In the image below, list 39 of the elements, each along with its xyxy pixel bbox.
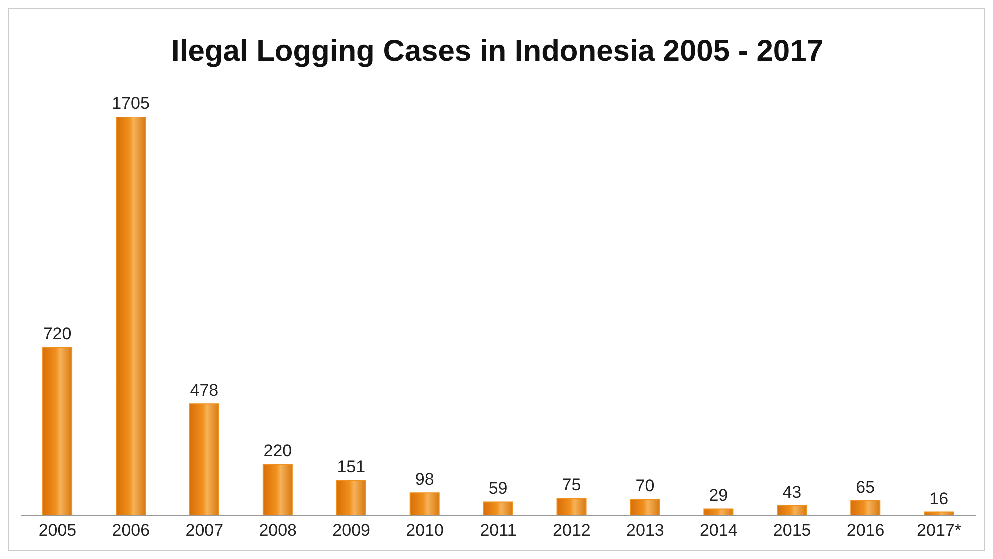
bar [42,347,73,516]
x-tick-label: 2016 [846,521,885,540]
x-tick-label: 2005 [38,521,77,540]
bar [556,498,587,516]
bar [850,500,881,516]
chart-title: Ilegal Logging Cases in Indonesia 2005 - 2017 [170,35,824,69]
data-label: 70 [636,476,655,496]
data-label: 151 [337,458,366,477]
bar [262,464,293,516]
data-label: 65 [856,478,876,497]
bar [116,117,146,516]
data-label: 1705 [112,94,150,113]
x-tick-label: 2011 [480,521,517,540]
data-label: 16 [930,489,949,508]
bar [483,502,514,516]
x-tick-label: 2015 [773,521,812,540]
x-tick-label: 2012 [553,521,591,540]
data-label: 75 [562,475,582,494]
bar [630,499,660,516]
data-label: 59 [488,479,508,498]
x-tick-label: 2017* [917,521,962,540]
x-tick-label: 2013 [626,521,664,540]
x-tick-label: 2008 [259,521,298,540]
bar [704,508,734,516]
x-tick-label: 2006 [112,521,150,540]
bar [410,492,440,516]
bar [777,505,808,516]
x-tick-label: 2009 [332,521,370,540]
x-tick-label: 2014 [700,521,738,540]
data-label: 720 [43,324,72,344]
bar [189,404,220,516]
data-label: 29 [709,486,728,506]
x-tick-label: 2007 [186,521,224,540]
data-label: 220 [264,442,292,461]
bar [336,480,366,516]
x-tick-label: 2010 [406,521,444,540]
data-label: 98 [415,470,434,490]
data-label: 43 [782,482,802,502]
data-label: 478 [190,381,219,400]
